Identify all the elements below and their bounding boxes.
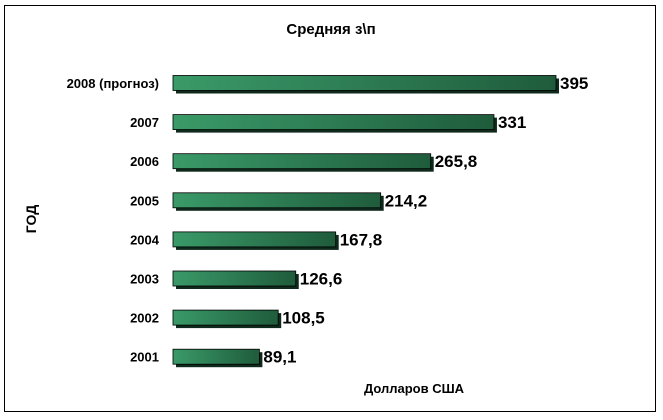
data-label: 265,8 bbox=[435, 152, 478, 171]
bar bbox=[172, 231, 337, 248]
data-label: 395 bbox=[560, 74, 588, 93]
bar-group: 2008 (прогноз) 395 bbox=[67, 74, 588, 94]
data-label: 167,8 bbox=[340, 230, 383, 249]
bar bbox=[172, 114, 495, 130]
category-label: 2002 bbox=[130, 311, 159, 326]
bar-group: 2005 214,2 bbox=[130, 191, 427, 211]
bar-group: 2006 265,8 bbox=[130, 152, 477, 172]
data-label: 331 bbox=[498, 113, 526, 132]
y-axis-label: ГОД bbox=[23, 205, 39, 233]
category-label: 2005 bbox=[130, 193, 159, 208]
data-label: 108,5 bbox=[282, 309, 325, 328]
bar-group: 2007 331 bbox=[130, 113, 526, 133]
category-label: 2001 bbox=[130, 350, 159, 365]
bar bbox=[172, 309, 279, 326]
x-axis-label: Долларов США bbox=[364, 381, 465, 396]
data-label: 126,6 bbox=[300, 270, 343, 289]
category-label: 2008 (прогноз) bbox=[67, 76, 159, 91]
bars-layer: 2008 (прогноз) 395 2007 331 2006 265,8 2005 214… bbox=[67, 74, 588, 368]
chart-title: Средняя з\п bbox=[286, 21, 375, 38]
bar-group: 2003 126,6 bbox=[130, 270, 343, 289]
data-label: 214,2 bbox=[385, 191, 428, 210]
category-label: 2003 bbox=[130, 272, 159, 287]
category-label: 2007 bbox=[130, 115, 159, 130]
bar bbox=[172, 348, 260, 365]
bar bbox=[172, 270, 297, 287]
bar-group: 2004 167,8 bbox=[130, 230, 382, 250]
bar bbox=[172, 153, 432, 170]
bar bbox=[172, 75, 557, 91]
bar-group: 2001 89,1 bbox=[130, 348, 296, 368]
data-label: 89,1 bbox=[263, 348, 296, 367]
category-label: 2006 bbox=[130, 154, 159, 169]
bar bbox=[172, 192, 382, 209]
bar-group: 2002 108,5 bbox=[130, 309, 325, 329]
category-label: 2004 bbox=[130, 232, 160, 247]
